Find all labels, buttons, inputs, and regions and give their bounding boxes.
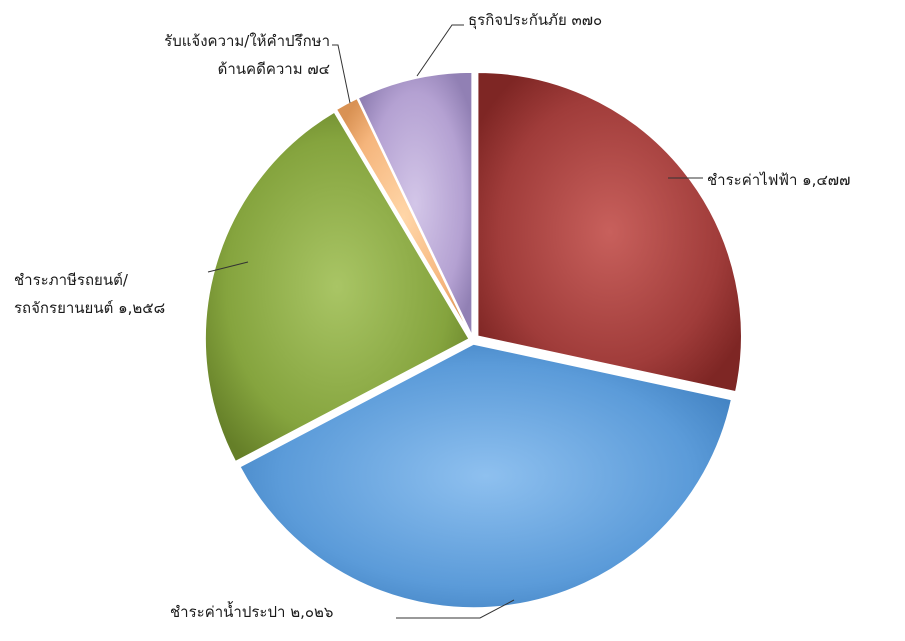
pie-slice-0 [476, 71, 743, 393]
pie-slice-2 [204, 110, 471, 463]
pie-slice-4 [357, 71, 473, 337]
pie-slices [204, 71, 743, 609]
slice-label-2-line-1: รถจักรยานยนต์ ๑,๒๕๘ [14, 299, 165, 317]
slice-label-1-line-0: ชำระค่าน้ำประปา ๒,๐๒๖ [170, 601, 333, 621]
slice-label-0-line-0: ชำระค่าไฟฟ้า ๑,๔๗๗ [707, 171, 850, 189]
pie-slice-3 [335, 97, 472, 337]
leader-lines [207, 24, 703, 619]
leader-line-3 [332, 44, 351, 104]
slice-label-3-line-1: ด้านคดีความ ๗๔ [218, 60, 330, 78]
leader-line-4 [416, 24, 464, 77]
slice-label-2-line-0: ชำระภาษีรถยนต์/ [14, 271, 129, 289]
leader-line-2 [207, 261, 249, 273]
leader-line-1 [396, 599, 515, 619]
slice-label-3-line-0: รับแจ้งความ/ให้คำปรึกษา [164, 32, 330, 50]
pie-slice-1 [238, 343, 733, 609]
slice-label-4-line-0: ธุรกิจประกันภัย ๓๗๐ [468, 11, 602, 30]
